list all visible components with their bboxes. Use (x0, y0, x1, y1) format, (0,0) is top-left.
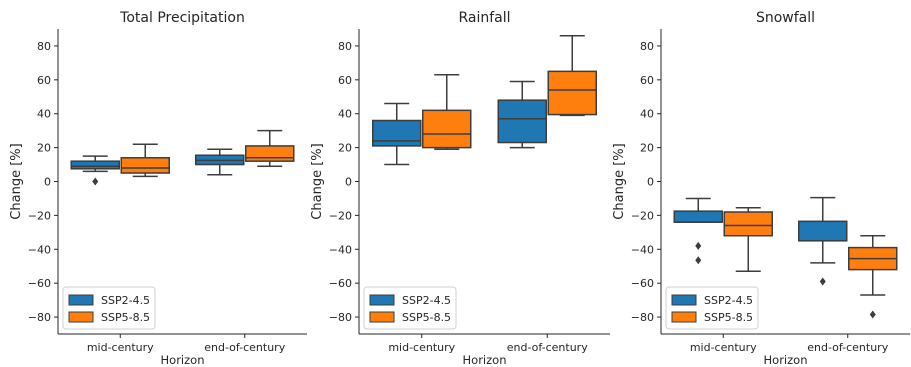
box-iqr (547, 70, 597, 116)
y-axis-label: Change [%] (9, 143, 24, 219)
y-tick-label: 40 (640, 108, 654, 121)
box-iqr (372, 119, 422, 147)
x-tick-label: mid-century (388, 341, 455, 354)
y-tick-label: 0 (44, 176, 51, 189)
box-iqr (245, 145, 295, 162)
y-tick-label: 60 (640, 74, 654, 87)
y-tick-label: −40 (28, 243, 51, 256)
outlier-point (695, 241, 702, 250)
legend: SSP2-4.5 SSP5-8.5 (363, 286, 457, 330)
panel-2: −80 −60 −40 −20 0 20 40 60 80 mid-century end-of-c… (310, 10, 610, 367)
legend-label: SSP2-4.5 (101, 294, 150, 307)
box-SSP2-4.5 (70, 155, 120, 186)
box-SSP2-4.5 (798, 196, 848, 286)
y-tick-label: −20 (329, 209, 352, 222)
x-axis-label: Horizon (161, 353, 205, 367)
legend-label: SSP2-4.5 (704, 294, 753, 307)
box-SSP5-8.5 (848, 234, 898, 319)
legend-label: SSP5-8.5 (704, 311, 753, 324)
y-tick-label: −40 (329, 243, 352, 256)
legend-label: SSP5-8.5 (402, 311, 451, 324)
y-tick-label: −60 (631, 277, 654, 290)
x-axis-label: Horizon (764, 353, 808, 367)
legend-swatch (68, 294, 94, 306)
box-iqr (673, 210, 723, 223)
x-tick-label: mid-century (690, 341, 757, 354)
y-tick-label: −60 (28, 277, 51, 290)
y-tick-label: 40 (338, 108, 352, 121)
box-SSP2-4.5 (372, 102, 422, 166)
y-tick-label: 80 (640, 40, 654, 53)
legend-label: SSP5-8.5 (101, 311, 150, 324)
panel-3: −80 −60 −40 −20 0 20 40 60 80 mid-century end-of-c… (612, 10, 910, 367)
panel-1: −80 −60 −40 −20 0 20 40 60 80 mid-century end-of-c… (9, 10, 307, 367)
legend-swatch (671, 294, 697, 306)
legend-swatch (369, 311, 395, 323)
outlier-point (92, 177, 99, 186)
x-tick-label: mid-century (87, 341, 154, 354)
y-tick-label: 0 (647, 176, 654, 189)
legend-swatch (671, 311, 697, 323)
legend-swatch (369, 294, 395, 306)
y-tick-label: −60 (329, 277, 352, 290)
y-tick-label: −20 (28, 209, 51, 222)
box-iqr (120, 157, 170, 174)
y-tick-label: −40 (631, 243, 654, 256)
x-tick-label: end-of-century (507, 341, 588, 354)
box-iqr (497, 99, 547, 144)
box-iqr (798, 220, 848, 242)
x-tick-label: end-of-century (807, 341, 888, 354)
box-SSP5-8.5 (547, 35, 597, 117)
box-SSP2-4.5 (195, 148, 245, 176)
panel-title: Snowfall (756, 10, 815, 26)
legend: SSP2-4.5 SSP5-8.5 (665, 286, 759, 330)
y-axis-label: Change [%] (310, 143, 325, 219)
y-tick-label: 20 (338, 142, 352, 155)
y-tick-label: 20 (37, 142, 51, 155)
y-tick-label: 20 (640, 142, 654, 155)
panel-title: Rainfall (458, 10, 510, 26)
y-tick-label: 40 (37, 108, 51, 121)
y-axis-label: Change [%] (612, 143, 627, 219)
box-SSP5-8.5 (120, 143, 170, 178)
y-tick-label: −80 (28, 311, 51, 324)
y-tick-label: −20 (631, 209, 654, 222)
legend-label: SSP2-4.5 (402, 294, 451, 307)
legend: SSP2-4.5 SSP5-8.5 (62, 286, 156, 330)
outlier-point (695, 256, 702, 265)
y-tick-label: −80 (631, 311, 654, 324)
y-tick-label: −80 (329, 311, 352, 324)
x-tick-label: end-of-century (204, 341, 285, 354)
box-SSP2-4.5 (497, 80, 547, 149)
y-tick-label: 60 (338, 74, 352, 87)
box-SSP2-4.5 (673, 197, 723, 265)
y-tick-label: 0 (345, 176, 352, 189)
box-SSP5-8.5 (245, 129, 295, 167)
legend-swatch (68, 311, 94, 323)
box-SSP5-8.5 (422, 74, 472, 151)
outlier-point (819, 277, 826, 286)
panel-title: Total Precipitation (119, 10, 245, 26)
box-SSP5-8.5 (723, 207, 773, 273)
y-tick-label: 80 (338, 40, 352, 53)
x-axis-label: Horizon (463, 353, 507, 367)
box-iqr (70, 160, 120, 170)
y-tick-label: 80 (37, 40, 51, 53)
box-iqr (723, 211, 773, 237)
y-tick-label: 60 (37, 74, 51, 87)
outlier-point (869, 310, 876, 319)
box-iqr (422, 109, 472, 149)
